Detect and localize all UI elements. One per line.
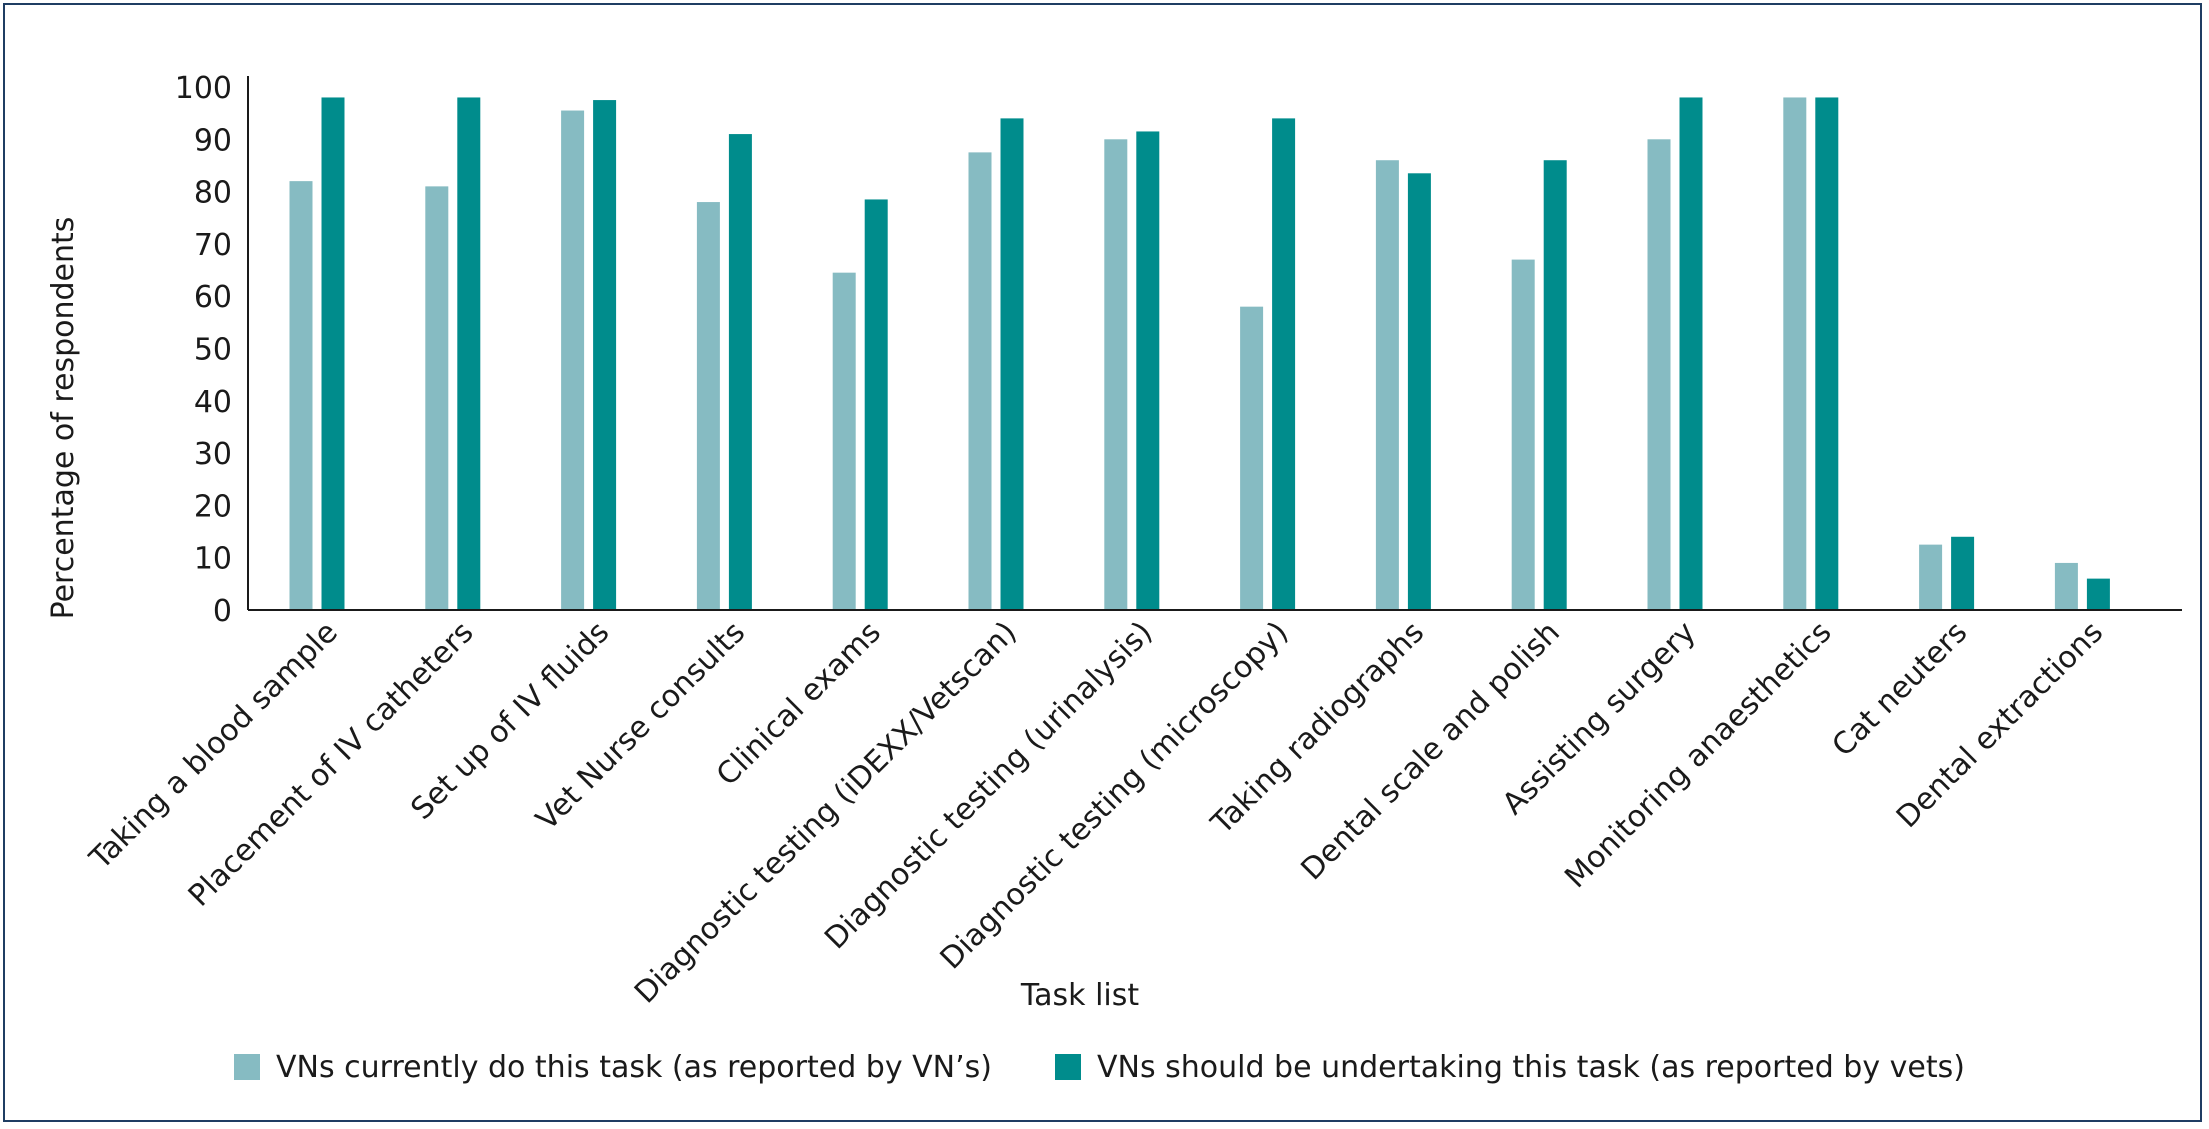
bar-current xyxy=(1240,306,1264,610)
bar-group xyxy=(561,100,617,610)
x-category-label: Monitoring anaesthetics xyxy=(1558,615,1838,895)
bar-should xyxy=(1407,173,1431,611)
bar-group xyxy=(1375,160,1431,611)
bar-current xyxy=(289,181,313,610)
bar-should xyxy=(1272,118,1296,610)
x-category-label: Placement of IV catheters xyxy=(182,615,481,914)
legend-label: VNs currently do this task (as reported … xyxy=(276,1050,992,1085)
bar-current xyxy=(1919,544,1943,610)
y-tick-label: 70 xyxy=(194,228,232,263)
bar-current xyxy=(561,110,585,610)
bar-group xyxy=(1511,160,1567,610)
bar-group xyxy=(968,118,1024,610)
x-axis-title: Task list xyxy=(1020,978,1140,1013)
bar-should xyxy=(864,199,888,610)
bar-group xyxy=(289,97,345,610)
x-category-label: Dental scale and polish xyxy=(1295,615,1567,887)
bar-group xyxy=(832,199,888,610)
bar-should xyxy=(1000,118,1024,610)
bar-should xyxy=(457,97,481,610)
x-category-label: Taking a blood sample xyxy=(83,615,345,877)
bar-should xyxy=(1815,97,1839,610)
y-tick-label: 30 xyxy=(194,437,232,472)
bar-current xyxy=(1783,97,1807,610)
y-tick-label: 60 xyxy=(194,280,232,315)
bar-group xyxy=(425,97,481,610)
y-tick-label: 100 xyxy=(175,71,232,106)
y-tick-label: 40 xyxy=(194,385,232,420)
legend-label: VNs should be undertaking this task (as … xyxy=(1097,1050,1965,1085)
y-tick-label: 20 xyxy=(194,489,232,524)
y-tick-labels: 0 10 20 30 40 50 60 70 80 90 100 xyxy=(175,71,232,629)
bar-current xyxy=(1647,139,1671,611)
bar-current xyxy=(2054,562,2078,610)
bar-should xyxy=(1543,160,1567,610)
bar-group xyxy=(1919,536,1975,610)
bar-current xyxy=(1104,139,1128,611)
bar-should xyxy=(728,134,752,610)
bar-current xyxy=(1511,259,1535,610)
legend-item: VNs should be undertaking this task (as … xyxy=(1055,1050,1965,1085)
bar-group xyxy=(1647,97,1703,611)
x-category-label: Cat neuters xyxy=(1826,615,1975,764)
bar-group xyxy=(1104,131,1160,611)
legend-swatch xyxy=(234,1054,260,1080)
bar-group xyxy=(2054,562,2110,610)
bar-group xyxy=(1783,97,1839,610)
bar-should xyxy=(1136,131,1160,610)
bar-current xyxy=(832,272,856,610)
legend-swatch xyxy=(1055,1054,1081,1080)
y-tick-label: 80 xyxy=(194,176,232,211)
y-tick-label: 50 xyxy=(194,333,232,368)
bar-group xyxy=(1240,118,1296,610)
legend-item: VNs currently do this task (as reported … xyxy=(234,1050,992,1085)
axes-group xyxy=(247,76,2182,611)
bar-should xyxy=(1951,536,1975,610)
y-tick-label: 10 xyxy=(194,542,232,577)
bar-should xyxy=(593,100,617,610)
bar-current xyxy=(696,202,720,610)
bar-should xyxy=(2086,578,2110,610)
legend: VNs currently do this task (as reported … xyxy=(234,1050,1965,1085)
bars-group xyxy=(289,97,2110,611)
y-tick-label: 90 xyxy=(194,123,232,158)
bar-current xyxy=(1375,160,1399,610)
bar-group xyxy=(696,134,752,610)
bar-should xyxy=(1679,97,1703,610)
bar-should xyxy=(321,97,345,610)
bar-current xyxy=(425,186,449,610)
y-tick-label: 0 xyxy=(213,594,232,629)
y-axis-title: Percentage of respondents xyxy=(46,217,81,620)
bar-current xyxy=(968,152,992,610)
